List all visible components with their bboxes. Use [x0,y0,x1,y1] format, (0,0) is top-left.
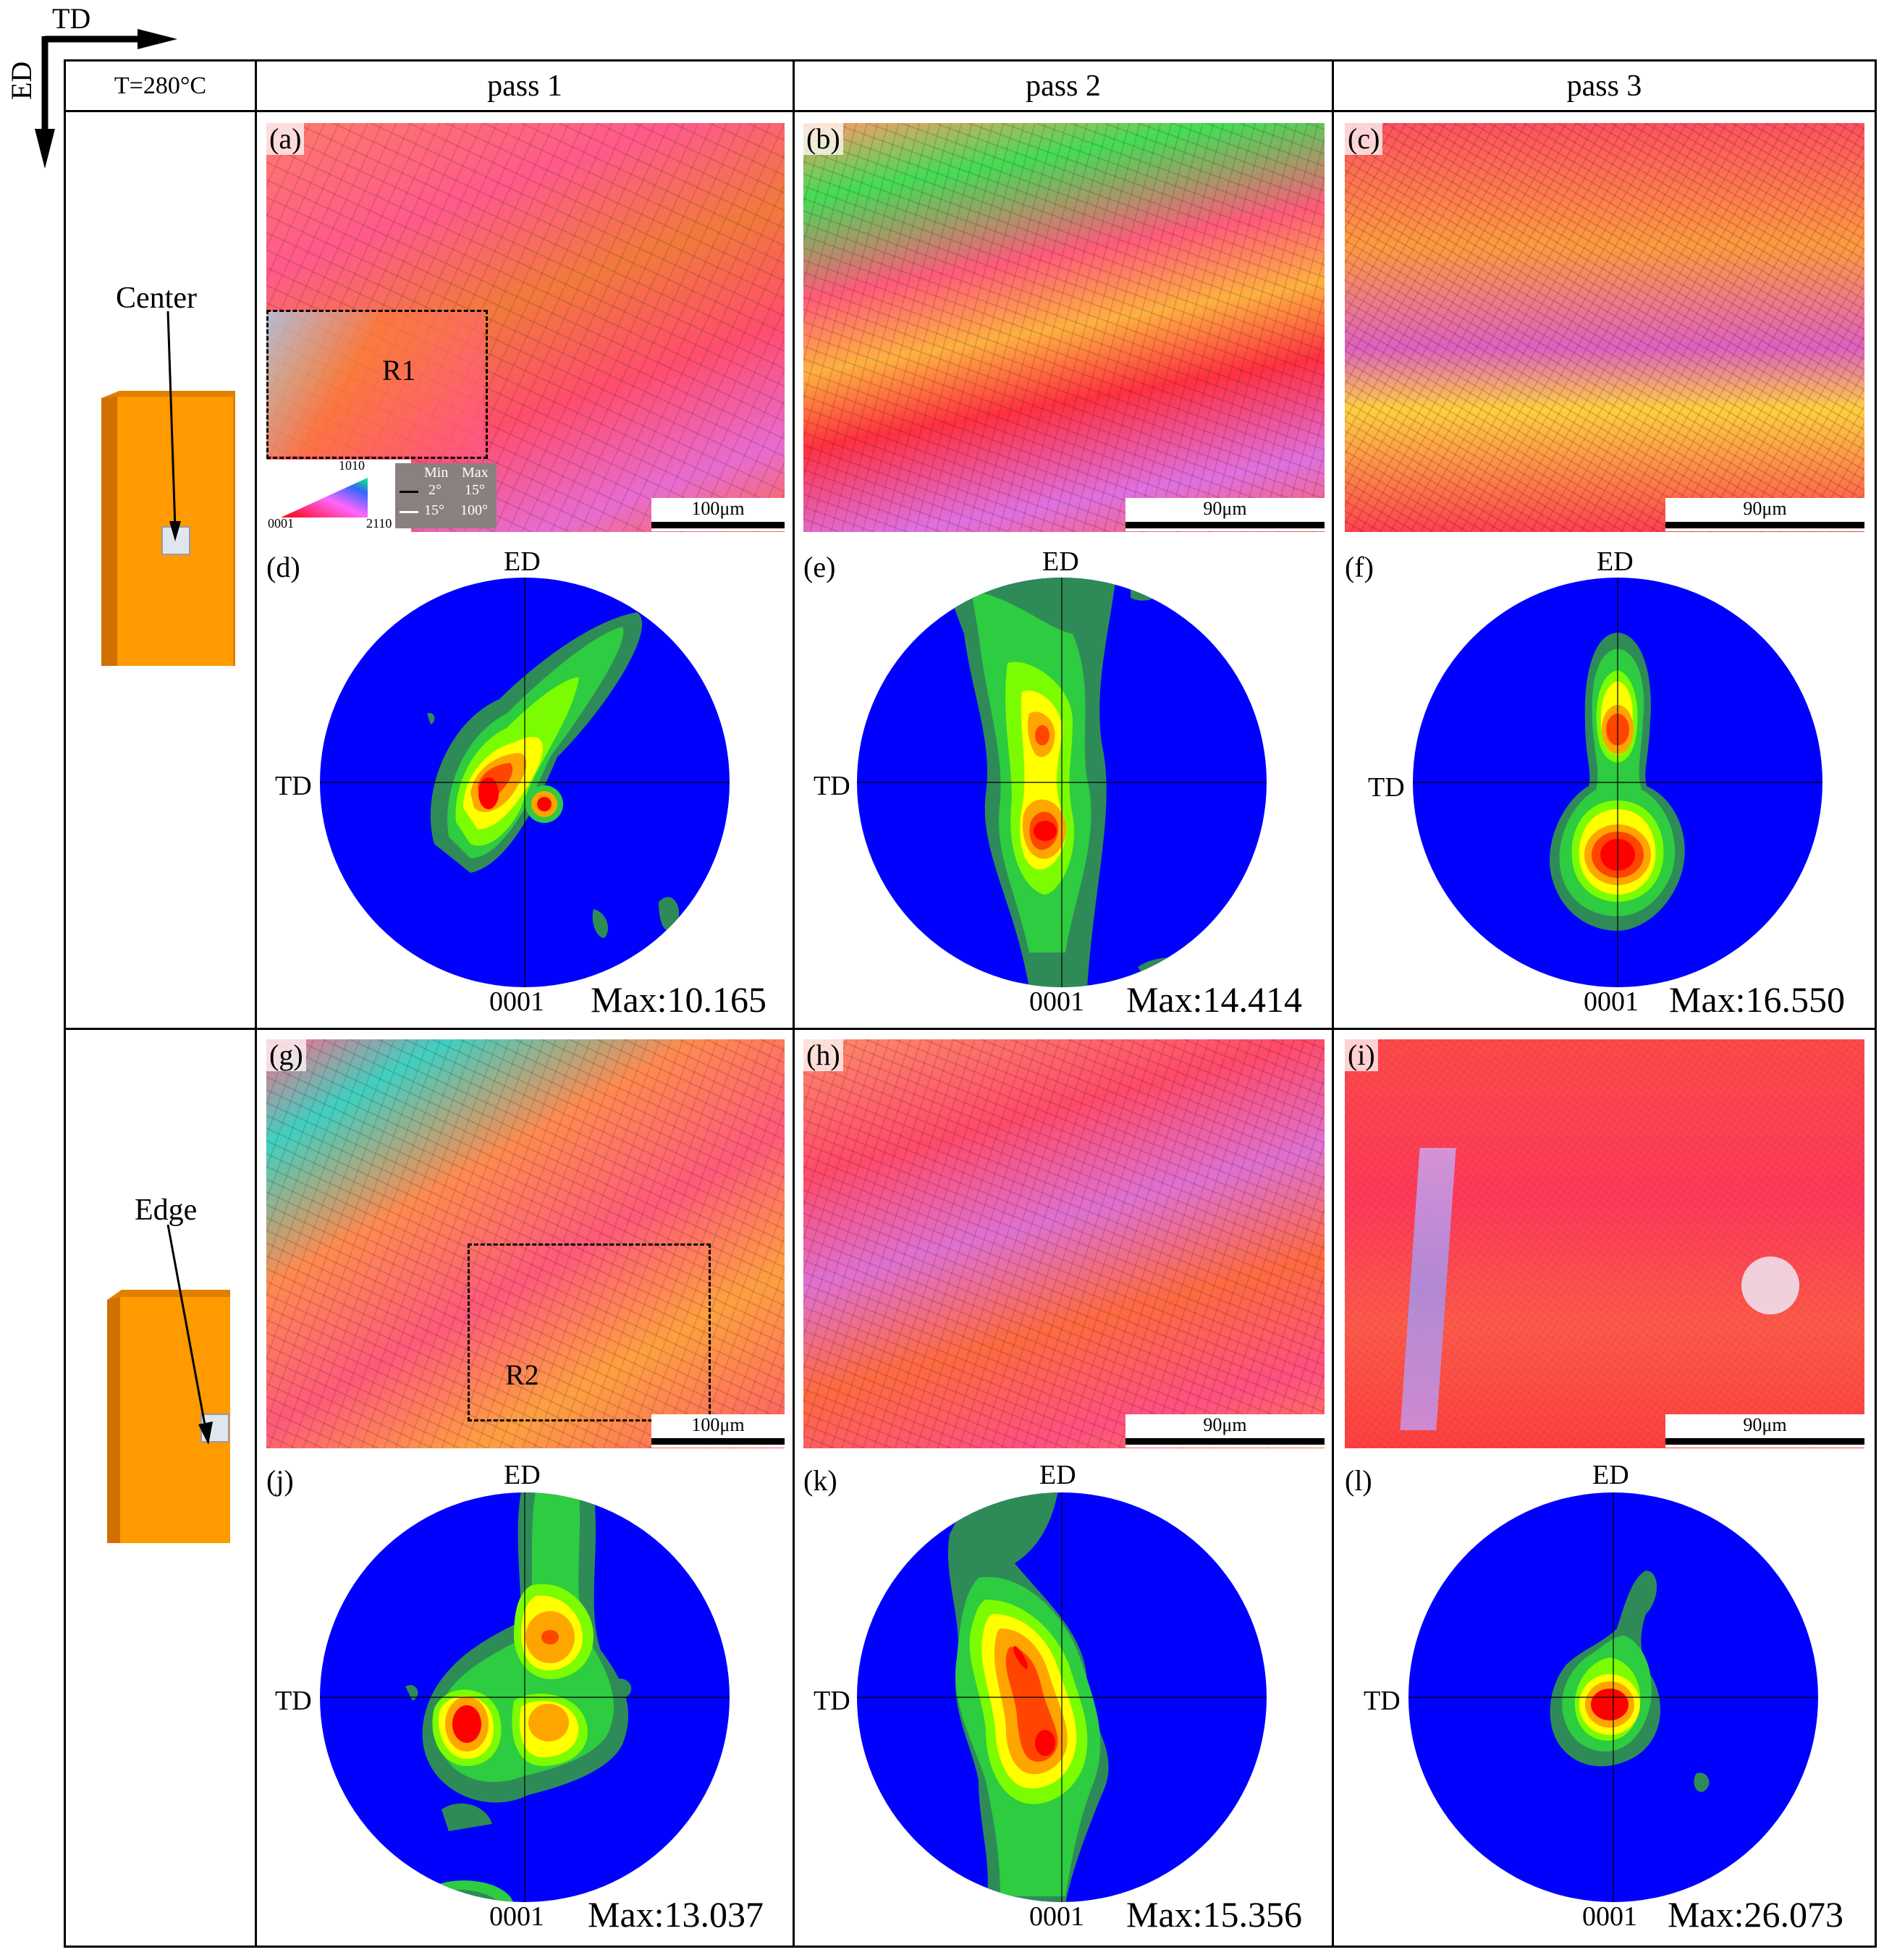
panel-label-j: (j) [266,1464,294,1497]
pf-plot-f [1413,578,1822,987]
axis-arrows [35,29,177,169]
location-label-edge: Edge [135,1194,198,1227]
pf-plane-label-k: 0001 [1029,1901,1084,1932]
ipf-label-right: 2110 [366,516,392,531]
ebsd-map-g: R2 (g) 100μm [266,1039,785,1448]
pf-max-label-k: Max:15.356 [1126,1894,1303,1935]
pf-left-label-f: TD [1368,772,1405,803]
pf-plot-k [857,1492,1267,1902]
grain-texture [803,123,1325,532]
grain-texture [803,1039,1325,1448]
grain-texture [1345,123,1864,532]
ipf-label-top: 1010 [339,458,365,473]
panel-label-f: (f) [1345,551,1374,583]
scale-bar-g: 100μm [651,1414,785,1448]
pf-plane-label-e: 0001 [1029,987,1084,1017]
scale-bar-c: 90μm [1665,498,1864,531]
pf-top-label-k: ED [1039,1460,1076,1490]
ipf-label-left: 0001 [268,516,294,531]
ebsd-map-c: (c) 90μm [1345,123,1864,532]
region-box-r1 [266,310,488,459]
panel-label-e: (e) [803,551,836,583]
column-header-pass-2: pass 2 [1026,69,1101,103]
region-label-r1: R1 [382,354,416,386]
location-label-center: Center [116,282,197,315]
region-label-r2: R2 [505,1359,539,1391]
panel-label-k: (k) [803,1464,837,1497]
pf-max-label-f: Max:16.550 [1669,979,1846,1020]
pf-left-label-l: TD [1364,1686,1401,1716]
pf-plot-l [1408,1492,1818,1902]
pf-max-label-e: Max:14.414 [1126,979,1303,1020]
pf-plot-e [857,578,1267,987]
scale-bar-b: 90μm [1125,498,1325,531]
sample-block-edge [107,1290,230,1543]
ipf-legend: 1010 0001 2110 [266,458,411,532]
pf-max-label-d: Max:10.165 [591,979,767,1020]
scale-bar-h: 90μm [1125,1414,1325,1448]
panel-label-i: (i) [1345,1039,1378,1071]
pf-plot-j [320,1492,730,1902]
pf-top-label-f: ED [1597,546,1634,577]
ebsd-map-i: (i) 90μm [1345,1039,1864,1448]
panel-label-b: (b) [803,123,843,155]
pf-left-label-d: TD [275,771,312,801]
pf-plot-d [320,578,730,987]
column-header-pass-1: pass 1 [487,69,562,103]
pf-plane-label-f: 0001 [1584,987,1639,1017]
panel-label-g: (g) [266,1039,306,1071]
ebsd-map-a: R1 1010 0001 2110 Min Max 2° 15° 15° 100… [266,123,785,532]
pf-top-label-j: ED [504,1460,541,1490]
pf-max-label-j: Max:13.037 [588,1894,764,1935]
panel-label-d: (d) [266,551,300,583]
panel-label-l: (l) [1345,1464,1372,1497]
pf-left-label-e: TD [814,771,850,801]
panel-label-h: (h) [803,1039,843,1071]
pf-max-label-l: Max:26.073 [1668,1894,1844,1935]
scale-bar-a: 100μm [651,498,785,531]
pf-top-label-l: ED [1592,1460,1629,1490]
pointer-line-edge [166,1225,213,1445]
pf-top-label-d: ED [504,546,541,577]
ebsd-map-h: (h) 90μm [803,1039,1325,1448]
region-box-r2 [468,1243,711,1422]
panel-label-c: (c) [1345,123,1383,155]
scale-bar-i: 90μm [1665,1414,1864,1448]
pf-left-label-k: TD [814,1686,850,1716]
temperature-cell: T=280°C [114,72,207,99]
boundary-legend: Min Max 2° 15° 15° 100° [395,463,497,528]
pf-plane-label-d: 0001 [489,987,544,1017]
column-header-pass-3: pass 3 [1566,69,1642,103]
ebsd-map-b: (b) 90μm [803,123,1325,532]
td-axis-label: TD [52,2,91,35]
pf-plane-label-l: 0001 [1582,1901,1637,1932]
pf-plane-label-j: 0001 [489,1901,544,1932]
panel-label-a: (a) [266,123,305,155]
pf-top-label-e: ED [1042,546,1079,577]
pf-left-label-j: TD [275,1686,312,1716]
pointer-line-center [166,311,181,541]
